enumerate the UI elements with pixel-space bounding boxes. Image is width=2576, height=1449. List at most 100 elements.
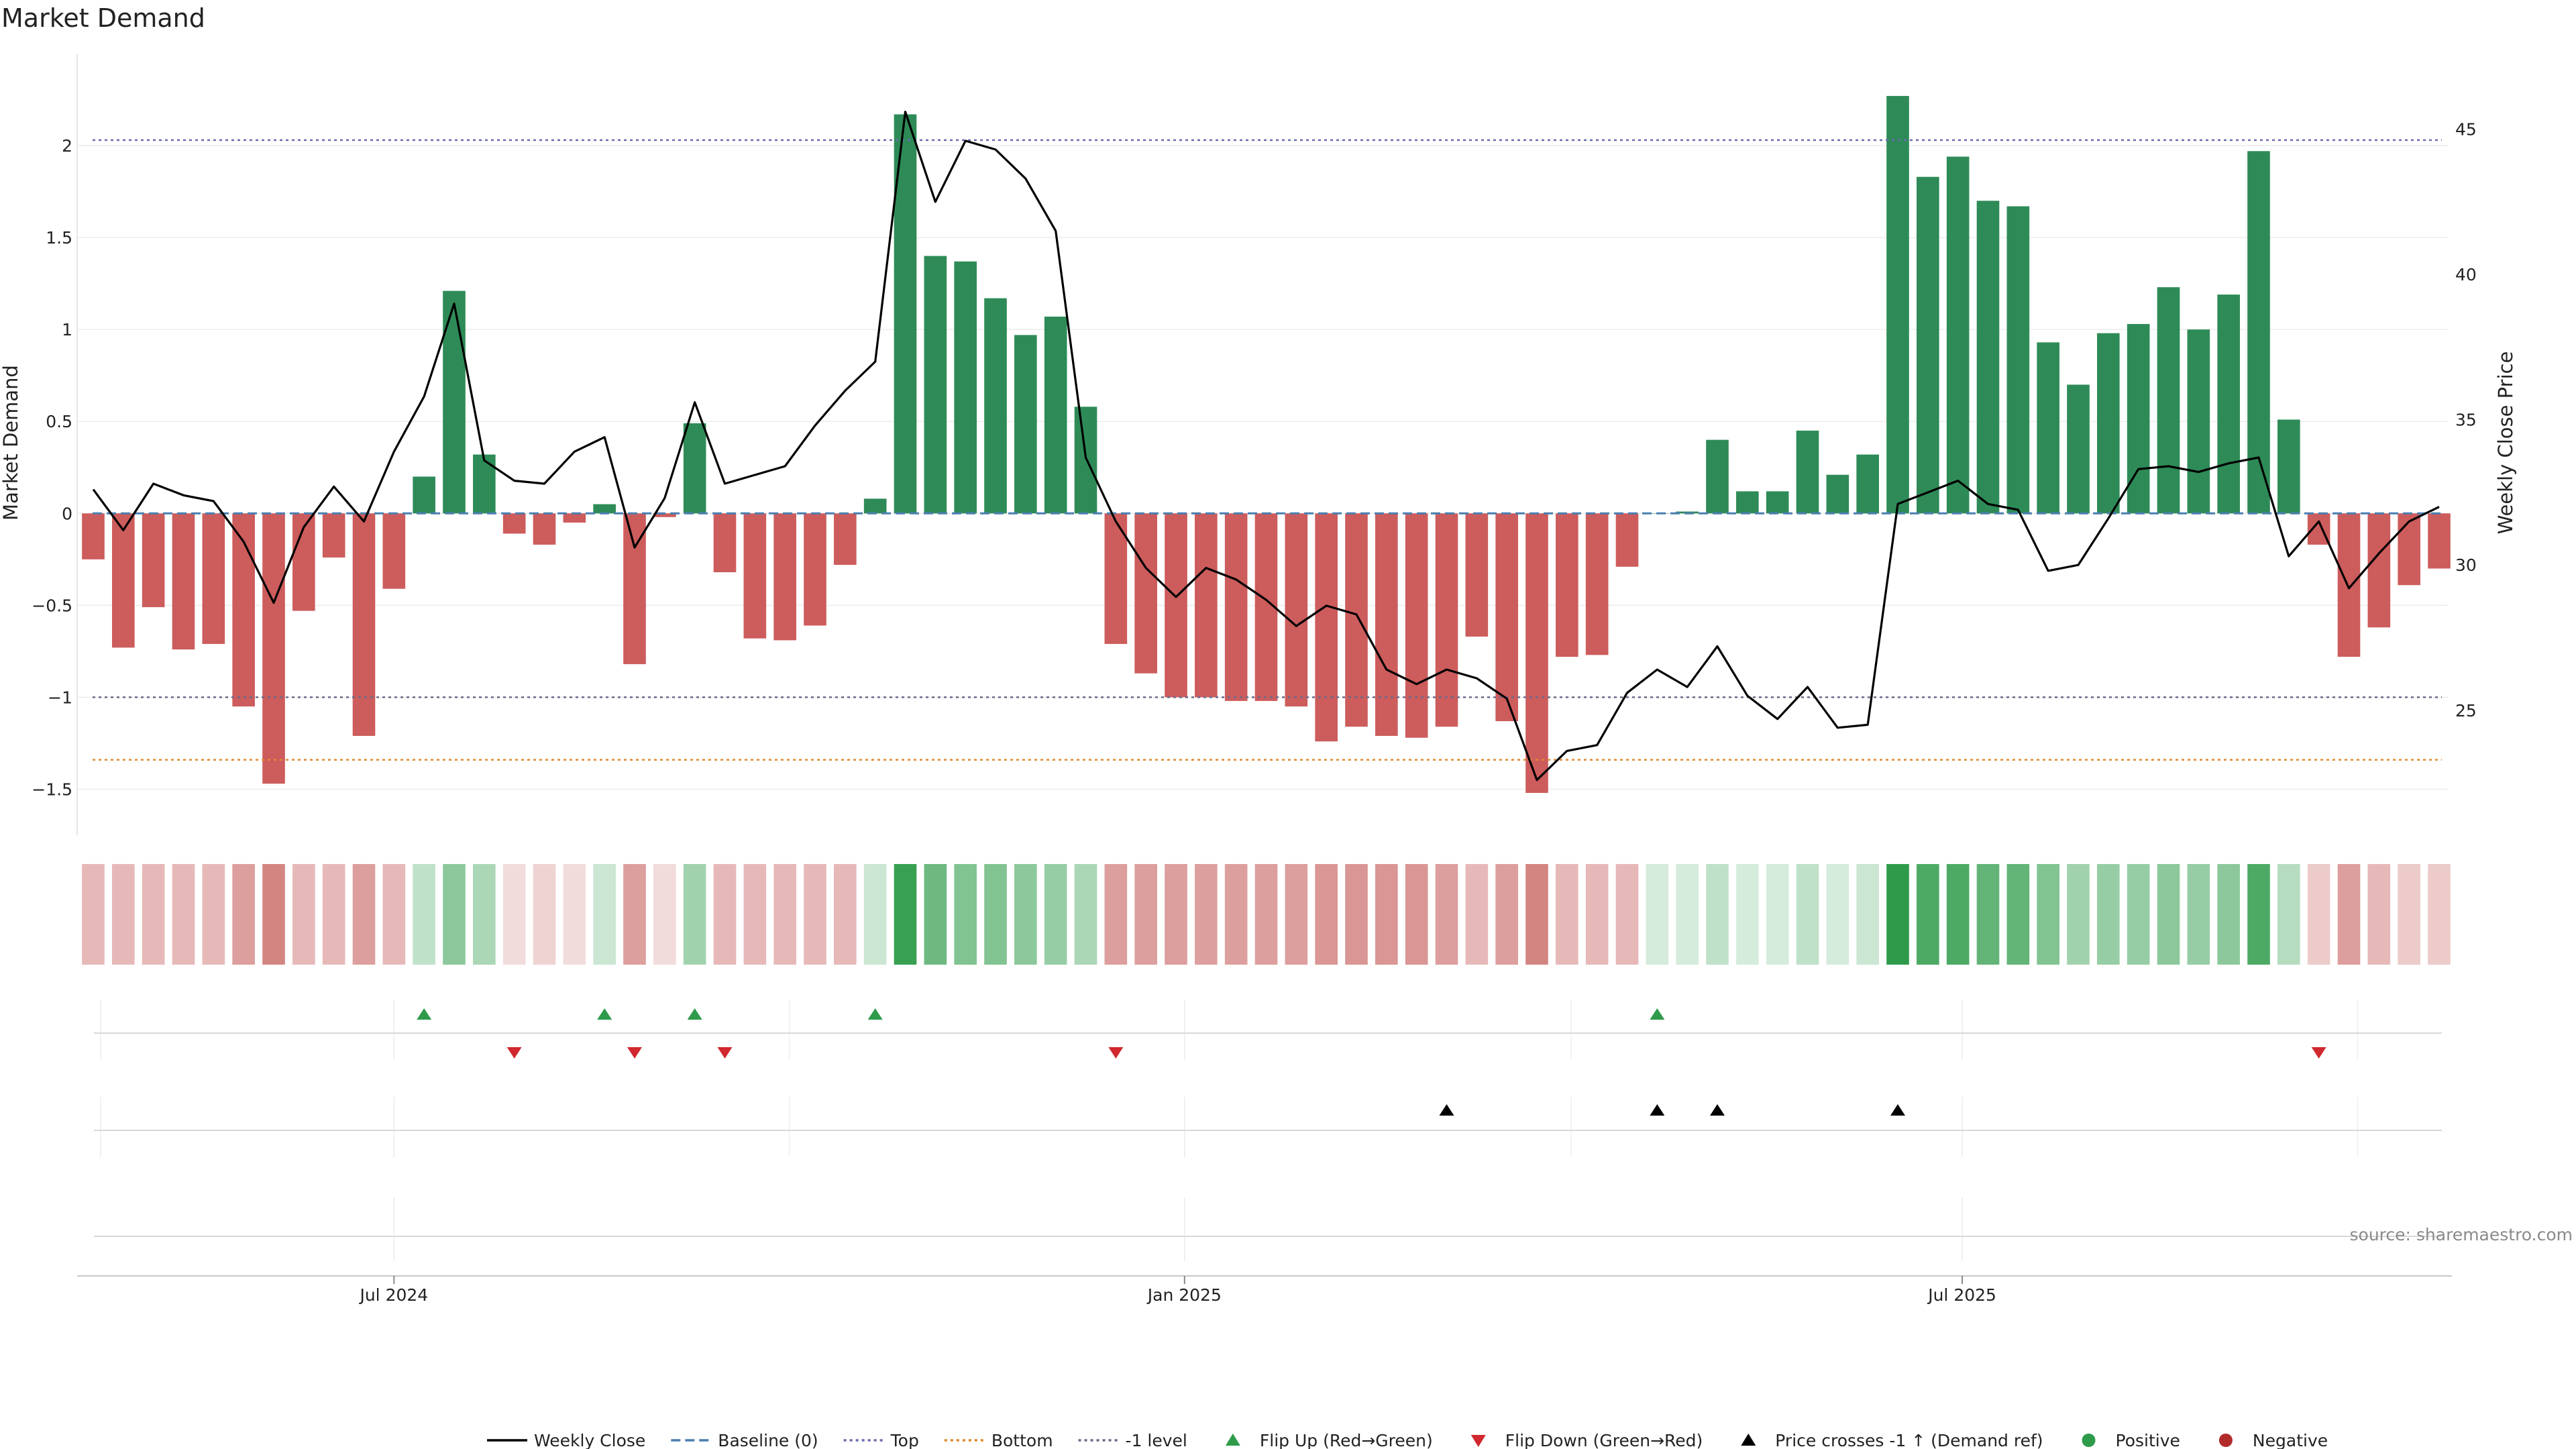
y2-tick-label: 45 <box>2455 120 2477 140</box>
strength-cell <box>1676 864 1699 965</box>
legend-item: -1 level <box>1078 1431 1187 1449</box>
legend-label: Price crosses -1 ↑ (Demand ref) <box>1775 1431 2043 1449</box>
y-tick-label: 2 <box>62 136 72 156</box>
x-tick-label: Jul 2025 <box>1927 1285 1996 1305</box>
demand-bar <box>1104 513 1128 644</box>
strength-cell <box>382 864 406 965</box>
strength-cell <box>653 864 676 965</box>
legend-item: Price crosses -1 ↑ (Demand ref) <box>1741 1431 2043 1449</box>
demand-bar <box>112 513 135 648</box>
price-cross-marker <box>1890 1104 1905 1116</box>
strength-cell <box>2367 864 2391 965</box>
strength-cell <box>2097 864 2120 965</box>
demand-bar <box>202 513 225 644</box>
demand-bar <box>352 513 376 736</box>
legend-label: Positive <box>2116 1431 2180 1449</box>
strength-cell <box>1435 864 1458 965</box>
legend-label: Baseline (0) <box>718 1431 818 1449</box>
flip-down-marker <box>1108 1047 1124 1059</box>
flip-up-marker <box>597 1008 612 1020</box>
demand-bar <box>1014 335 1037 514</box>
strength-cell <box>473 864 496 965</box>
strength-cell <box>2067 864 2090 965</box>
strength-cell <box>743 864 767 965</box>
demand-bar <box>1285 513 1308 707</box>
legend-swatch <box>1470 1435 1486 1447</box>
demand-bar <box>1044 316 1067 514</box>
demand-bar <box>713 513 737 573</box>
legend-label: Bottom <box>991 1431 1053 1449</box>
legend-label: -1 level <box>1126 1431 1187 1449</box>
strength-cell <box>262 864 285 965</box>
strength-cell <box>1976 864 2000 965</box>
legend-label: Weekly Close <box>534 1431 645 1449</box>
demand-bar <box>593 504 616 514</box>
demand-bar <box>954 261 977 514</box>
legend-swatch <box>1741 1434 1756 1446</box>
strength-cell <box>1195 864 1218 965</box>
demand-bar <box>1405 513 1428 738</box>
strength-cell <box>804 864 826 965</box>
demand-bar <box>1224 513 1248 701</box>
legend-item: Weekly Close <box>487 1431 645 1449</box>
demand-bar <box>1766 491 1789 514</box>
strength-cell <box>413 864 435 965</box>
chart-title: Market Demand <box>1 3 205 33</box>
strength-cell <box>352 864 376 965</box>
demand-bar <box>2367 513 2391 628</box>
strength-cell <box>1104 864 1128 965</box>
demand-bar <box>2398 513 2420 586</box>
y-tick-label: −1.5 <box>32 780 72 799</box>
flip-up-marker <box>417 1008 432 1020</box>
strength-cell <box>593 864 616 965</box>
demand-bar <box>1134 513 1157 674</box>
strength-cell <box>713 864 737 965</box>
strength-cell <box>2247 864 2270 965</box>
y-tick-label: 1.5 <box>46 228 72 248</box>
strength-cell <box>1405 864 1428 965</box>
y2-tick-label: 40 <box>2455 265 2477 284</box>
flip-down-marker <box>2311 1047 2326 1059</box>
strength-cell <box>533 864 556 965</box>
y-axis-right: 25 30 35 40 45 <box>2455 120 2477 720</box>
strength-cell <box>1345 864 1368 965</box>
demand-bar <box>834 513 857 566</box>
flip-up-marker <box>867 1008 883 1020</box>
strength-cell <box>1706 864 1729 965</box>
strength-cell <box>1074 864 1097 965</box>
demand-bar <box>172 513 195 650</box>
strength-cell <box>1646 864 1669 965</box>
strength-cell <box>292 864 315 965</box>
strength-cell <box>1556 864 1578 965</box>
weekly-close-line <box>92 111 2440 782</box>
strength-cell <box>1856 864 1879 965</box>
strength-cell <box>82 864 105 965</box>
demand-bar <box>1796 430 1819 514</box>
y-tick-label: −1 <box>48 688 72 707</box>
strength-cell <box>2337 864 2361 965</box>
strength-cell <box>2217 864 2240 965</box>
strength-cell <box>2037 864 2059 965</box>
demand-bar <box>863 498 887 514</box>
legend-item: Flip Down (Green→Red) <box>1470 1431 1703 1449</box>
strength-cell <box>1134 864 1157 965</box>
x-tick-label: Jan 2025 <box>1146 1285 1222 1305</box>
demand-bar <box>743 513 767 639</box>
demand-bar <box>232 513 255 707</box>
demand-bar <box>1435 513 1458 727</box>
demand-bar <box>2428 513 2451 569</box>
strength-cell <box>1826 864 1849 965</box>
strength-cell <box>1615 864 1639 965</box>
strength-cell <box>112 864 135 965</box>
demand-bar <box>262 513 285 784</box>
demand-bar <box>1585 513 1609 655</box>
strength-cell <box>1736 864 1759 965</box>
strength-cell <box>1254 864 1278 965</box>
empty-panel <box>94 1197 2442 1261</box>
legend-label: Negative <box>2253 1431 2328 1449</box>
legend-item: Flip Up (Red→Green) <box>1225 1431 1433 1449</box>
legend-label: Flip Down (Green→Red) <box>1505 1431 1703 1449</box>
flip-down-marker <box>717 1047 733 1059</box>
demand-bar <box>2037 342 2059 514</box>
